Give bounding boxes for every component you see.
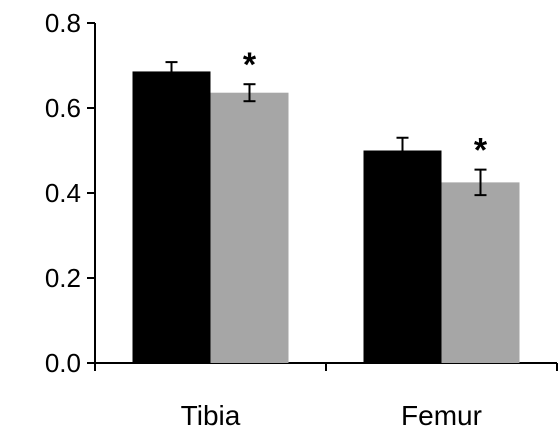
bar-series bbox=[132, 71, 520, 363]
x-category-label: Femur bbox=[401, 400, 482, 431]
significance-annotations: ** bbox=[243, 46, 488, 169]
y-tick-label: 0.0 bbox=[45, 348, 81, 378]
x-axis-ticks: Tibia Femur bbox=[94, 363, 558, 431]
y-tick-label: 0.8 bbox=[45, 8, 81, 38]
bar bbox=[132, 71, 211, 363]
x-category-label: Tibia bbox=[181, 400, 241, 431]
significance-star: * bbox=[243, 46, 257, 84]
y-tick-label: 0.2 bbox=[45, 263, 81, 293]
bar bbox=[210, 92, 289, 363]
y-tick-label: 0.4 bbox=[45, 178, 81, 208]
bar bbox=[363, 150, 442, 363]
bar bbox=[441, 182, 520, 363]
y-axis-ticks: 0.0 0.2 0.4 0.6 0.8 bbox=[45, 8, 95, 378]
significance-star: * bbox=[474, 132, 488, 170]
y-tick-label: 0.6 bbox=[45, 93, 81, 123]
error-bars bbox=[165, 61, 487, 197]
